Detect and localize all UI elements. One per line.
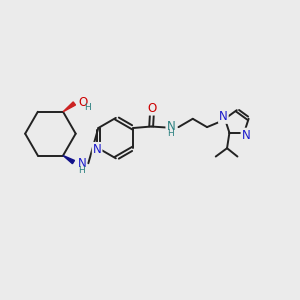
Text: H: H: [84, 103, 91, 112]
Text: N: N: [219, 110, 228, 123]
Polygon shape: [63, 102, 76, 112]
Text: N: N: [167, 120, 175, 133]
Text: O: O: [147, 102, 157, 115]
Text: H: H: [167, 129, 174, 138]
Text: N: N: [93, 143, 101, 156]
Text: H: H: [78, 166, 85, 175]
Text: N: N: [77, 158, 86, 170]
Polygon shape: [63, 155, 74, 164]
Text: N: N: [242, 129, 250, 142]
Text: O: O: [79, 96, 88, 109]
